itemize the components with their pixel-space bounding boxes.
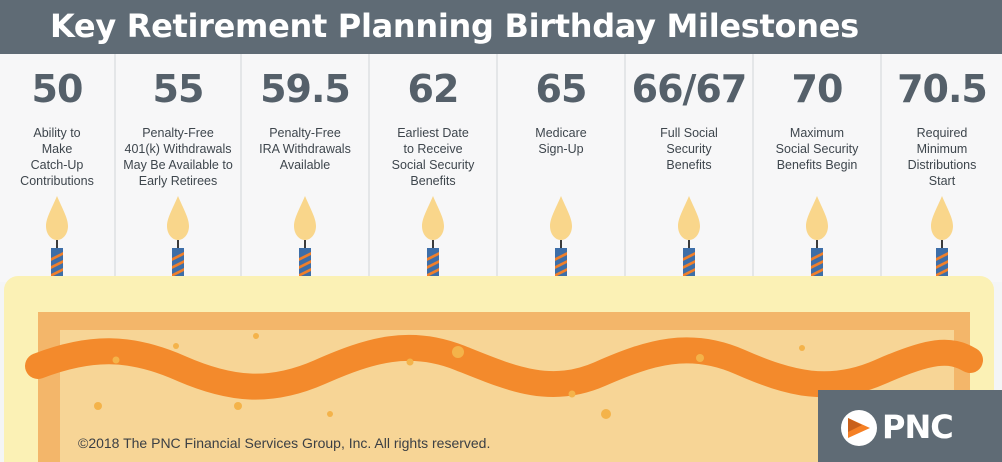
candle: [931, 196, 953, 277]
milestone-description: Maximum Social Security Benefits Begin: [775, 126, 859, 172]
flame-icon: [294, 196, 316, 240]
milestone-description: Medicare Sign-Up: [535, 126, 587, 156]
candle-stripe: [555, 268, 567, 277]
page-title: Key Retirement Planning Birthday Milesto…: [50, 7, 859, 45]
sprinkle: [253, 333, 259, 339]
candle-stripe: [811, 260, 823, 269]
sprinkle: [327, 411, 333, 417]
milestone-description: Earliest Date to Receive Social Security…: [391, 126, 475, 188]
milestone-column: 66/67 Full Social Security Benefits: [626, 54, 754, 282]
pnc-logo: PNC: [818, 390, 1002, 462]
milestone-column: 70.5 Required Minimum Distributions Star…: [882, 54, 1002, 282]
milestone-age: 55: [152, 67, 205, 111]
candle-stripe: [299, 252, 311, 261]
sprinkle: [799, 345, 805, 351]
sprinkle: [696, 354, 704, 362]
candle-stripe: [811, 252, 823, 261]
milestone-columns: 50 Ability to Make Catch-Up Contribution…: [0, 54, 1002, 282]
candle-stripe: [811, 268, 823, 277]
milestone-column: 65 Medicare Sign-Up: [498, 54, 626, 282]
candle-stripe: [51, 260, 63, 269]
candle-wick: [432, 240, 434, 248]
flame-icon: [931, 196, 953, 240]
candle-wick: [56, 240, 58, 248]
milestone-age: 62: [407, 67, 460, 111]
flame-icon: [422, 196, 444, 240]
milestone-column: 50 Ability to Make Catch-Up Contribution…: [0, 54, 116, 282]
candle: [678, 196, 700, 277]
copyright-notice: ©2018 The PNC Financial Services Group, …: [78, 435, 491, 451]
milestone-description: Penalty-Free IRA Withdrawals Available: [259, 126, 351, 172]
milestone-description: Full Social Security Benefits: [660, 126, 718, 172]
candle-stripe: [683, 260, 695, 269]
cake-decoration: [25, 333, 983, 419]
sprinkle: [234, 402, 242, 410]
candle: [294, 196, 316, 277]
candle-wick: [688, 240, 690, 248]
flame-icon: [550, 196, 572, 240]
cake-wave: [25, 334, 983, 400]
candle-stripe: [51, 268, 63, 277]
candle-stripe: [51, 252, 63, 261]
candle-stripe: [172, 260, 184, 269]
candle: [167, 196, 189, 277]
milestone-age: 59.5: [260, 67, 351, 111]
candle-stripe: [299, 260, 311, 269]
sprinkle: [112, 356, 120, 364]
candle-stripe: [427, 268, 439, 277]
milestone-description: Ability to Make Catch-Up Contributions: [20, 126, 94, 188]
candle-stripe: [172, 268, 184, 277]
candle-stripe: [427, 252, 439, 261]
milestone-column: 70 Maximum Social Security Benefits Begi…: [754, 54, 882, 282]
flame-icon: [678, 196, 700, 240]
milestone-age: 66/67: [631, 67, 748, 111]
candle-wick: [177, 240, 179, 248]
sprinkle: [94, 402, 102, 410]
candle-stripe: [683, 268, 695, 277]
cake-sprinkles: [94, 333, 934, 419]
candle-stripe: [172, 252, 184, 261]
candle-stripe: [936, 260, 948, 269]
candle-wick: [941, 240, 943, 248]
milestone-age: 70: [791, 67, 844, 111]
milestone-description: Penalty-Free 401(k) Withdrawals May Be A…: [123, 126, 233, 188]
cake-filling: [60, 330, 954, 462]
candle-stripe: [555, 260, 567, 269]
candle-stripe: [936, 252, 948, 261]
candle-stripe: [555, 252, 567, 261]
pnc-logo-text: PNC: [882, 408, 954, 446]
pnc-triangle-logo-icon: [841, 410, 877, 446]
sprinkle: [601, 409, 611, 419]
candle: [806, 196, 828, 277]
milestone-column: 55 Penalty-Free 401(k) Withdrawals May B…: [116, 54, 242, 282]
milestone-age: 65: [535, 67, 588, 111]
header-bar: Key Retirement Planning Birthday Milesto…: [0, 0, 1002, 54]
milestone-description: Required Minimum Distributions Start: [907, 126, 977, 188]
sprinkle: [173, 343, 179, 349]
candle: [46, 196, 68, 277]
flame-icon: [167, 196, 189, 240]
candle-stripe: [299, 268, 311, 277]
sprinkle: [406, 358, 414, 366]
candle-wick: [560, 240, 562, 248]
flame-icon: [46, 196, 68, 240]
candle-wick: [816, 240, 818, 248]
candle-stripe: [936, 268, 948, 277]
sprinkle: [452, 346, 464, 358]
milestone-column: 59.5 Penalty-Free IRA Withdrawals Availa…: [242, 54, 370, 282]
milestone-age: 70.5: [897, 67, 988, 111]
sprinkle: [568, 390, 576, 398]
candle-stripe: [427, 260, 439, 269]
candle: [422, 196, 444, 277]
candle: [550, 196, 572, 277]
candle-stripe: [683, 252, 695, 261]
flame-icon: [806, 196, 828, 240]
candle-wick: [304, 240, 306, 248]
milestone-column: 62 Earliest Date to Receive Social Secur…: [370, 54, 498, 282]
milestone-age: 50: [31, 67, 84, 111]
